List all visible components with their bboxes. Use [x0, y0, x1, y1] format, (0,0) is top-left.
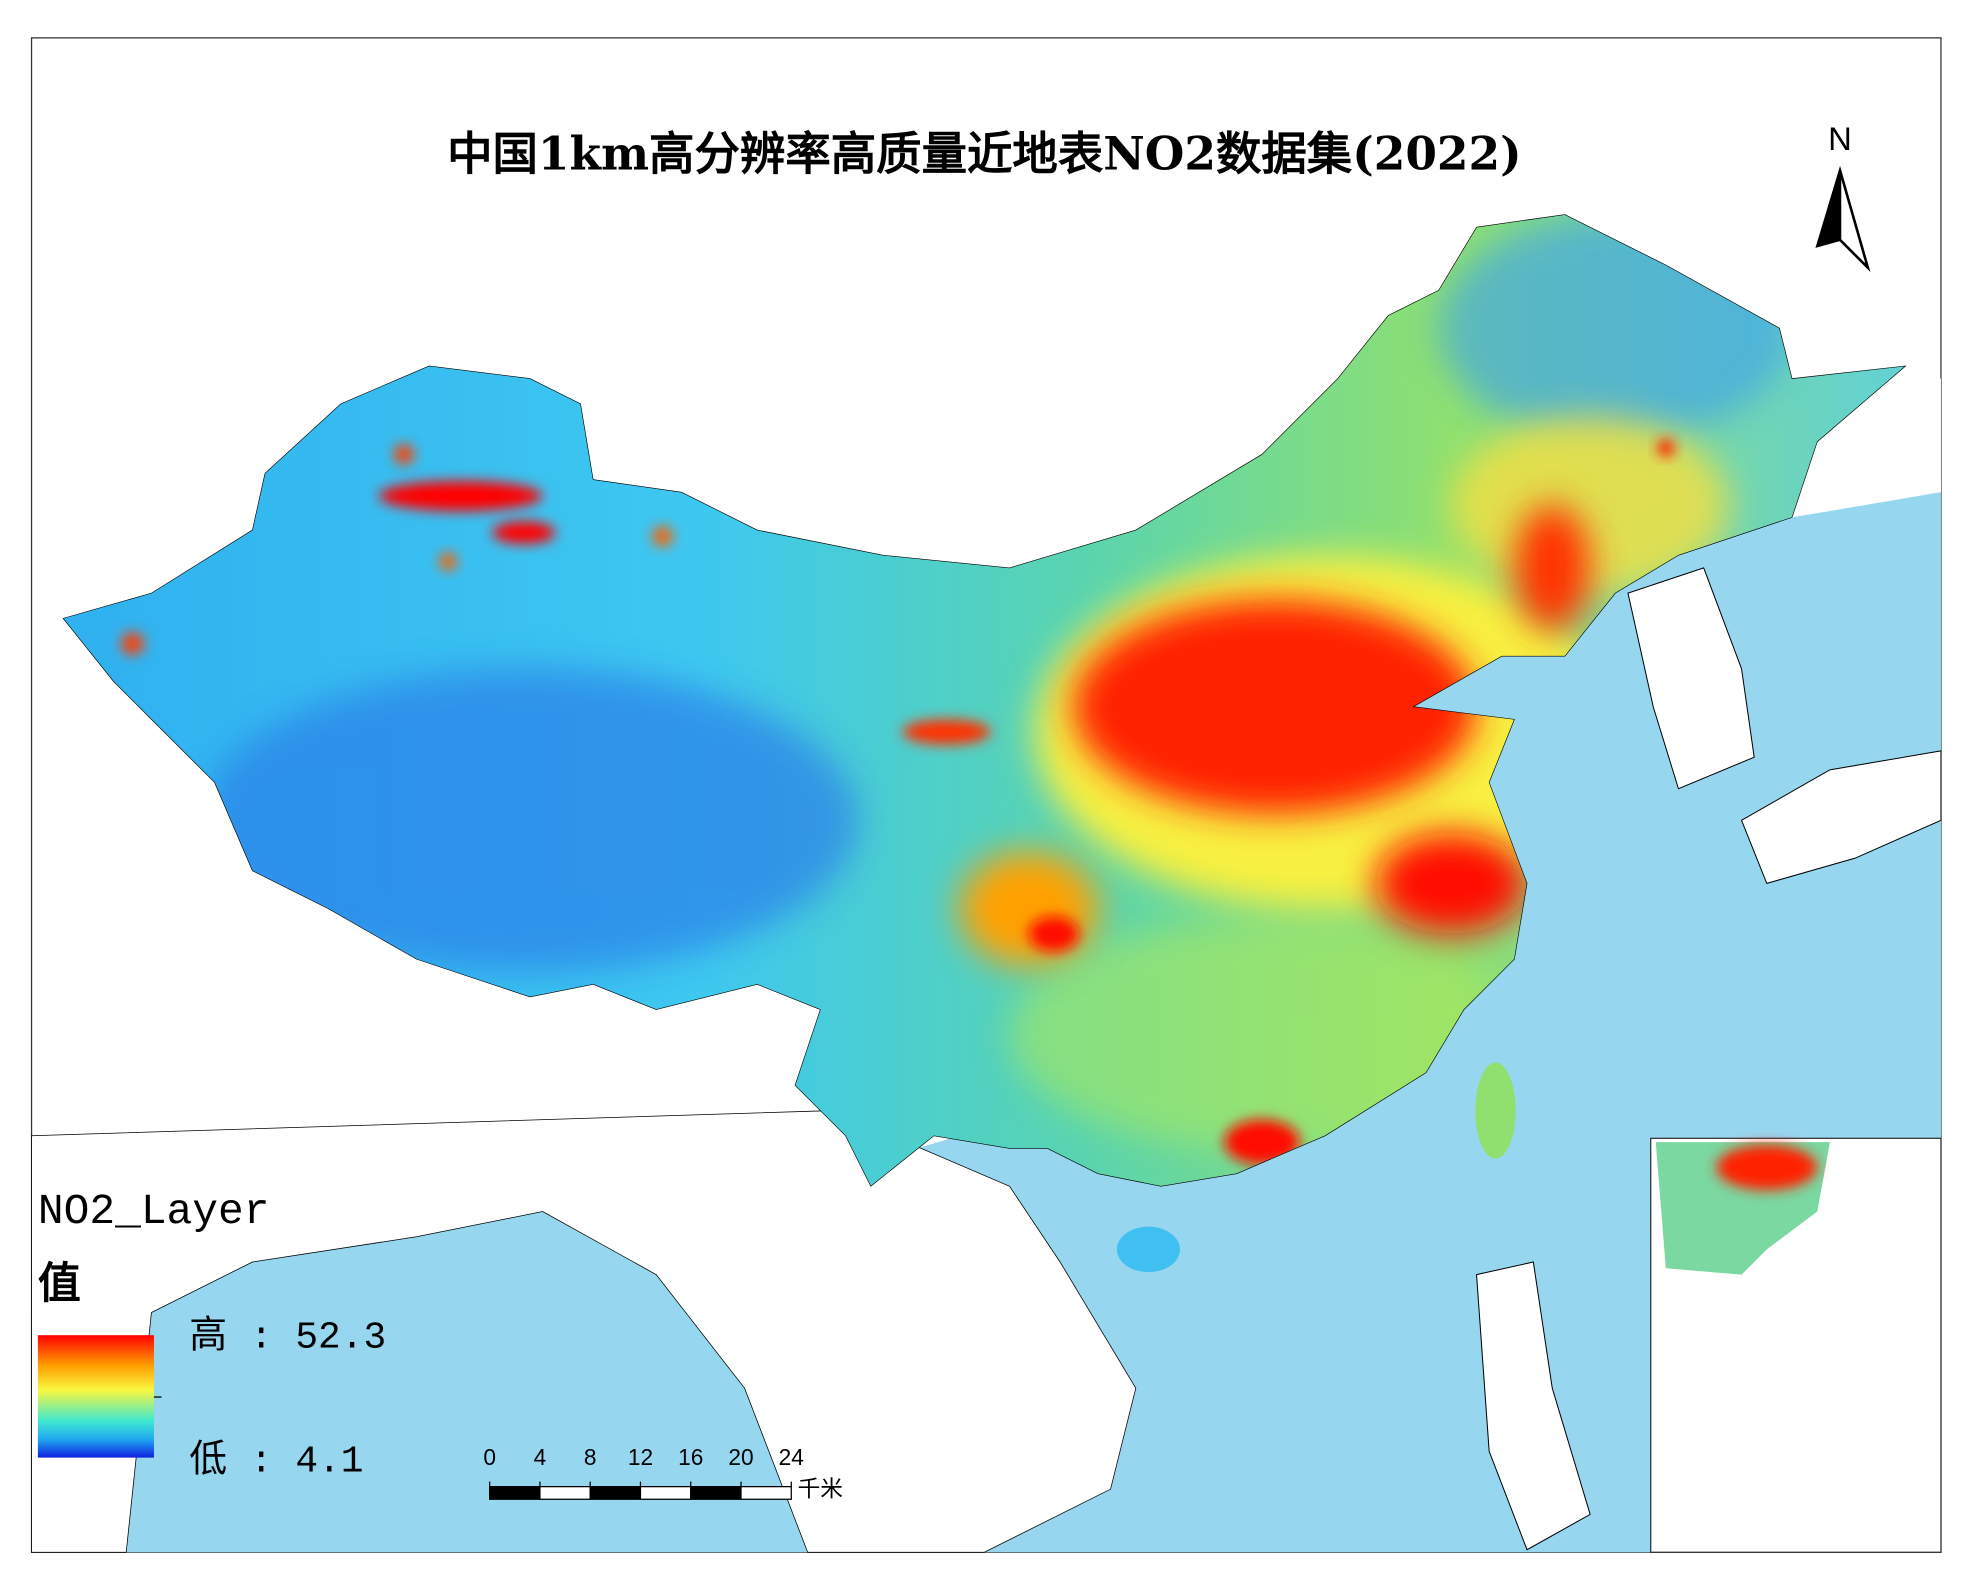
- scale-bar: 0 4 8 12 16 20 24 千米: [483, 1444, 843, 1502]
- legend-ramp: [37, 1335, 154, 1458]
- land-japan: [1740, 750, 1942, 885]
- scale-segment: [740, 1486, 792, 1500]
- scale-tick-label: 20: [728, 1444, 753, 1470]
- north-arrow-half: [1838, 170, 1871, 272]
- scale-tick-label: 8: [584, 1444, 597, 1470]
- scale-segment: [690, 1486, 742, 1500]
- legend-low: 低 : 4.1: [189, 1439, 363, 1483]
- land-russia: [1792, 365, 1941, 518]
- scale-tick-label: 0: [483, 1444, 496, 1470]
- hainan: [1116, 1226, 1180, 1273]
- scale-unit: 千米: [798, 1475, 843, 1501]
- scale-segment: [589, 1486, 642, 1500]
- scale-segment: [539, 1486, 591, 1500]
- scale-tick-label: 4: [534, 1444, 547, 1470]
- scale-tick-label: 16: [678, 1444, 703, 1470]
- taiwan: [1475, 1062, 1516, 1159]
- legend-field: 值: [38, 1259, 81, 1309]
- land-philippines: [1476, 1261, 1591, 1551]
- legend-layer: NO2_Layer: [38, 1187, 270, 1236]
- north-label: N: [1828, 120, 1852, 157]
- scale-tick-label: 24: [779, 1444, 804, 1470]
- scale-tick-label: 12: [628, 1444, 653, 1470]
- scale-segment: [489, 1486, 541, 1500]
- inset-hotspot: [1716, 1144, 1818, 1191]
- land-korea: [1627, 567, 1755, 790]
- map-title: 中国1km高分辨率高质量近地表NO2数据集(2022): [447, 126, 1522, 180]
- map-body: N 中国1km高分辨率高质量近地表NO2数据集(2022) NO2_Layer …: [30, 37, 1942, 1553]
- legend-high: 高 : 52.3: [189, 1315, 386, 1360]
- scale-segment: [639, 1486, 692, 1500]
